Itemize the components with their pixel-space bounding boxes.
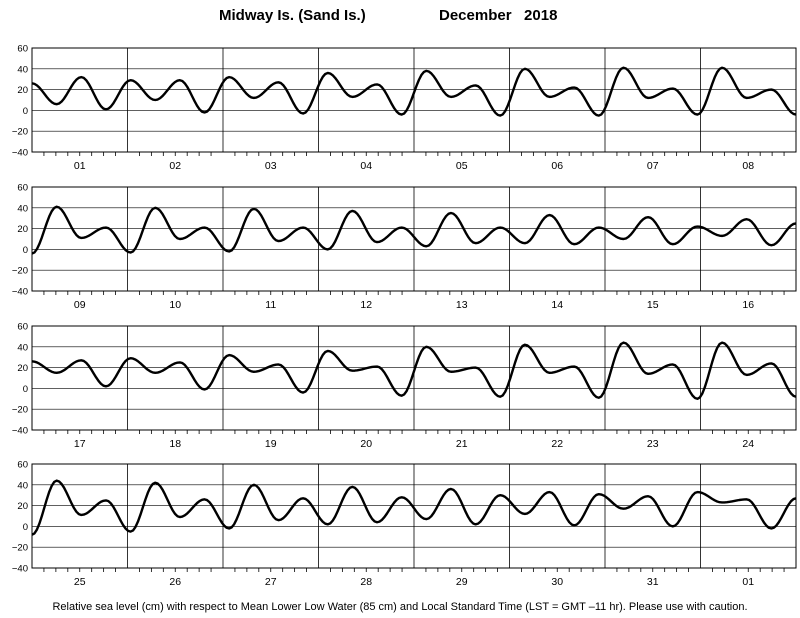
- day-label: 09: [74, 299, 86, 311]
- day-label: 12: [360, 299, 372, 311]
- day-label: 01: [74, 160, 86, 172]
- tide-series-line: [31, 479, 797, 536]
- y-tick-label: 40: [17, 480, 28, 491]
- panel-frame: [31, 325, 797, 431]
- y-tick-label: 60: [17, 460, 28, 471]
- y-tick-label: 0: [23, 106, 28, 117]
- day-label: 20: [360, 438, 372, 450]
- day-label: 19: [265, 438, 277, 450]
- y-tick-label: 20: [17, 224, 28, 235]
- day-label: 06: [551, 160, 563, 172]
- day-label: 07: [647, 160, 659, 172]
- day-label: 03: [265, 160, 277, 172]
- day-label: 13: [456, 299, 468, 311]
- period-title: December 2018: [439, 7, 558, 24]
- day-label: 04: [360, 160, 372, 172]
- day-label: 30: [551, 576, 563, 588]
- day-label: 24: [742, 438, 754, 450]
- tide-series-line: [31, 66, 797, 117]
- y-tick-label: 20: [17, 85, 28, 96]
- y-tick-label: −40: [12, 426, 28, 437]
- day-label: 31: [647, 576, 659, 588]
- y-tick-label: 0: [23, 522, 28, 533]
- tide-series-line: [31, 341, 797, 400]
- y-tick-label: 60: [17, 183, 28, 194]
- day-label: 21: [456, 438, 468, 450]
- y-tick-label: −20: [12, 127, 28, 138]
- day-label: 27: [265, 576, 277, 588]
- day-label: 29: [456, 576, 468, 588]
- y-tick-label: 40: [17, 64, 28, 75]
- y-tick-label: −20: [12, 405, 28, 416]
- day-label: 23: [647, 438, 659, 450]
- y-tick-label: 0: [23, 245, 28, 256]
- y-tick-label: −40: [12, 287, 28, 298]
- y-tick-label: −20: [12, 543, 28, 554]
- panel-frame: [31, 463, 797, 569]
- y-tick-label: 0: [23, 384, 28, 395]
- y-tick-label: 20: [17, 501, 28, 512]
- y-tick-label: 20: [17, 363, 28, 374]
- day-label: 16: [742, 299, 754, 311]
- day-label: 25: [74, 576, 86, 588]
- y-tick-label: 60: [17, 44, 28, 55]
- tide-series-line: [31, 205, 797, 255]
- panel-frame: [31, 186, 797, 292]
- day-label: 18: [169, 438, 181, 450]
- y-tick-label: 40: [17, 342, 28, 353]
- y-tick-label: −20: [12, 266, 28, 277]
- panel-frame: [31, 47, 797, 153]
- y-tick-label: −40: [12, 564, 28, 575]
- day-label: 28: [360, 576, 372, 588]
- day-label: 17: [74, 438, 86, 450]
- y-tick-label: 60: [17, 322, 28, 333]
- station-title: Midway Is. (Sand Is.): [219, 7, 366, 24]
- day-label: 02: [169, 160, 181, 172]
- day-label: 14: [551, 299, 563, 311]
- day-label: 10: [169, 299, 181, 311]
- day-label: 08: [742, 160, 754, 172]
- y-tick-label: −40: [12, 148, 28, 159]
- day-label: 05: [456, 160, 468, 172]
- day-label: 26: [169, 576, 181, 588]
- day-label: 11: [265, 299, 276, 311]
- footer-note: Relative sea level (cm) with respect to …: [52, 601, 748, 613]
- day-label: 15: [647, 299, 659, 311]
- y-tick-label: 40: [17, 203, 28, 214]
- day-label: 22: [551, 438, 563, 450]
- day-label: 01: [742, 576, 754, 588]
